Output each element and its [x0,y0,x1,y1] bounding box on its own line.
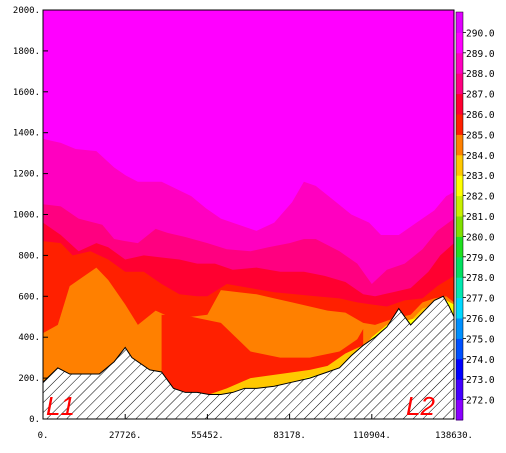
y-tick-label: 1800. [13,47,40,57]
colorbar-swatch [456,73,463,95]
colorbar-swatch [456,52,463,74]
colorbar-swatch [456,358,463,380]
y-axis: 0. 200. 400. 600. 800. 1000. 1200. 1400. 1600. 18… [13,6,48,425]
colorbar-swatch [456,297,463,319]
colorbar-swatch [456,12,463,33]
colorbar-swatch [456,318,463,339]
colorbar-label: 285.0 [466,130,495,141]
colorbar-label: 288.0 [466,69,495,80]
colorbar-label: 289.0 [466,49,495,60]
colorbar-label: 279.0 [466,253,495,264]
end-label-left: L1 [46,391,75,421]
colorbar-swatch [456,93,463,115]
x-tick-label: 55452. [191,431,224,441]
colorbar-label: 277.0 [466,294,495,305]
colorbar-swatch [456,256,463,278]
x-tick-label: 0. [38,431,49,441]
colorbar-swatch [456,114,463,135]
colorbar-swatch [456,32,463,54]
colorbar-swatch [456,154,463,176]
colorbar-label: 280.0 [466,232,495,243]
x-tick-label: 27726. [109,431,142,441]
colorbar-label: 274.0 [466,355,495,366]
colorbar-label: 281.0 [466,212,495,223]
colorbar-swatch [456,379,463,401]
colorbar-label: 276.0 [466,314,495,325]
x-tick-label: 110904. [353,431,391,441]
y-tick-label: 600. [18,292,40,302]
x-tick-label: 83178. [273,431,306,441]
colorbar-swatch [456,195,463,217]
y-tick-label: 1200. [13,170,40,180]
colorbar-label: 278.0 [466,273,495,284]
y-tick-label: 2000. [13,6,40,16]
y-tick-label: 800. [18,251,40,261]
y-tick-label: 1600. [13,88,40,98]
y-tick-label: 1000. [13,211,40,221]
colorbar-label: 284.0 [466,151,495,162]
colorbar-swatch [456,277,463,299]
colorbar-label: 272.0 [466,396,495,407]
colorbar-label: 273.0 [466,375,495,386]
colorbar-swatch [456,175,463,197]
y-tick-label: 0. [29,415,40,425]
end-label-right: L2 [406,391,435,421]
x-axis: 0. 27726. 55452. 83178. 110904. 138630. [38,414,473,441]
colorbar-label: 286.0 [466,110,495,121]
terrain-hatch [43,295,454,419]
colorbar-swatch [456,134,463,156]
colorbar-swatch [456,236,463,258]
colorbar-label: 290.0 [466,28,495,39]
colorbar-label: 283.0 [466,171,495,182]
y-tick-label: 400. [18,333,40,343]
x-tick-label: 138630. [435,431,473,441]
colorbar: 272.0 273.0 274.0 275.0 276.0 277.0 278.0 279.0… [455,11,495,421]
colorbar-swatch [456,216,463,237]
colorbar-swatch [456,338,463,360]
y-tick-label: 200. [18,374,40,384]
colorbar-swatch [456,399,463,421]
colorbar-label: 282.0 [466,192,495,203]
y-tick-label: 1400. [13,129,40,139]
colorbar-label: 287.0 [466,90,495,101]
colorbar-label: 275.0 [466,334,495,345]
